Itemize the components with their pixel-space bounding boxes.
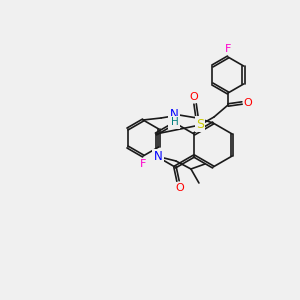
Text: N: N bbox=[154, 151, 162, 164]
Text: H: H bbox=[171, 117, 179, 127]
Text: F: F bbox=[225, 44, 231, 54]
Text: N: N bbox=[170, 107, 178, 121]
Text: O: O bbox=[176, 183, 184, 193]
Text: O: O bbox=[190, 92, 199, 102]
Text: N: N bbox=[169, 115, 178, 128]
Text: O: O bbox=[244, 98, 252, 108]
Text: S: S bbox=[196, 118, 204, 130]
Text: F: F bbox=[140, 159, 146, 169]
